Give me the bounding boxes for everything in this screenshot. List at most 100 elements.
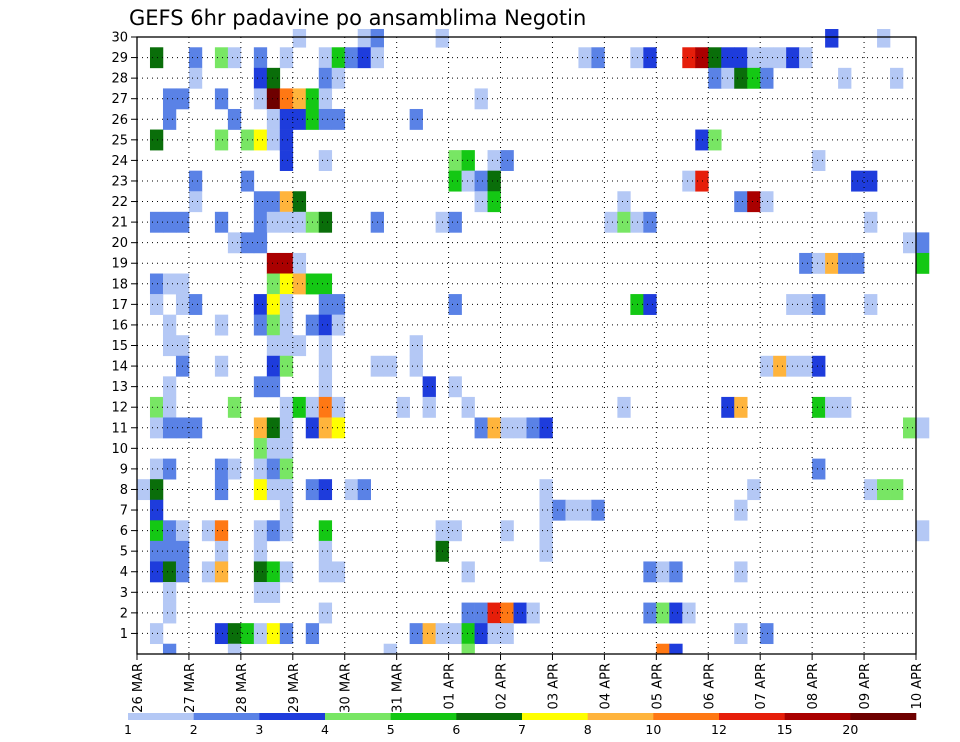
heatmap-cell	[864, 170, 878, 192]
heatmap-cell	[279, 417, 294, 439]
heatmap-cell	[357, 479, 371, 501]
heatmap-cell	[188, 417, 203, 439]
y-tick-label: 12	[111, 401, 128, 416]
heatmap-cell	[825, 29, 839, 48]
heatmap-cell	[643, 561, 657, 583]
heatmap-cell	[734, 561, 748, 583]
heatmap-cell	[448, 211, 462, 233]
heatmap-cell	[799, 294, 813, 315]
heatmap-cell	[279, 150, 294, 171]
heatmap-cell	[266, 108, 281, 130]
heatmap-cell	[448, 150, 462, 171]
heatmap-cell	[318, 540, 333, 562]
heatmap-cell	[760, 355, 774, 377]
heatmap-cell	[864, 294, 878, 315]
heatmap-cell	[331, 294, 346, 315]
heatmap-cell	[266, 458, 281, 480]
heatmap-cell	[578, 499, 592, 521]
y-tick-label: 8	[120, 483, 128, 498]
x-tick-label: 31 MAR	[391, 663, 406, 713]
heatmap-cell	[279, 438, 294, 459]
heatmap-cell	[396, 396, 410, 418]
heatmap-cell	[266, 479, 281, 501]
heatmap-cell	[214, 623, 229, 645]
y-tick-label: 11	[111, 421, 128, 436]
heatmap-cell	[253, 582, 268, 603]
colorbar-label: 10	[645, 722, 661, 737]
heatmap-cell	[214, 47, 229, 69]
heatmap-cell	[760, 623, 774, 645]
heatmap-cell	[253, 520, 268, 542]
heatmap-cell	[864, 211, 878, 233]
heatmap-cell	[318, 294, 333, 315]
y-tick-label: 29	[111, 51, 128, 66]
heatmap-cell	[266, 417, 281, 439]
heatmap-cell	[331, 47, 346, 69]
heatmap-cell	[422, 623, 436, 645]
heatmap-cell	[318, 150, 333, 171]
heatmap-cell	[760, 191, 774, 213]
heatmap-cell	[760, 47, 774, 69]
heatmap-cell	[409, 335, 423, 357]
heatmap-cell	[292, 108, 307, 130]
heatmap-cell	[253, 232, 268, 254]
heatmap-cell	[279, 211, 294, 233]
heatmap-cell	[279, 479, 294, 501]
heatmap-cell	[318, 335, 333, 357]
heatmap-cell	[292, 335, 307, 357]
heatmap-cell	[734, 499, 748, 521]
y-tick-label: 15	[111, 339, 128, 354]
heatmap-cell	[149, 561, 164, 583]
heatmap-cell	[903, 232, 917, 254]
heatmap-cell	[916, 520, 930, 542]
heatmap-cell	[227, 396, 242, 418]
colorbar-swatch	[456, 713, 523, 720]
heatmap-cell	[162, 396, 177, 418]
heatmap-cell	[916, 232, 930, 254]
heatmap-cell	[448, 376, 462, 398]
colorbar-swatch	[587, 713, 654, 720]
heatmap-cell	[877, 479, 891, 501]
heatmap-cell	[448, 520, 462, 542]
colorbar-label: 7	[518, 722, 526, 737]
colorbar-label: 4	[321, 722, 329, 737]
y-tick-label: 9	[120, 462, 128, 477]
heatmap-cell	[318, 108, 333, 130]
heatmap-cell	[318, 88, 333, 110]
heatmap-cell	[331, 561, 346, 583]
heatmap-cell	[682, 170, 696, 192]
heatmap-cell	[162, 458, 177, 480]
colorbar-label: 6	[452, 722, 460, 737]
heatmap-cell	[279, 314, 294, 336]
heatmap-cell	[253, 417, 268, 439]
heatmap-cell	[253, 540, 268, 562]
heatmap-cell	[812, 458, 826, 480]
heatmap-cell	[162, 335, 177, 357]
heatmap-cell	[253, 479, 268, 501]
heatmap-cell	[331, 108, 346, 130]
y-tick-label: 22	[111, 195, 128, 210]
y-tick-label: 26	[111, 113, 128, 128]
heatmap-cell	[162, 376, 177, 398]
heatmap-cell	[279, 191, 294, 213]
y-tick-label: 2	[120, 606, 128, 621]
colorbar-label: 20	[842, 722, 858, 737]
heatmap-cell	[149, 47, 164, 69]
heatmap-cell	[669, 643, 683, 655]
colorbar-swatch	[259, 713, 326, 720]
heatmap-cell	[266, 582, 281, 603]
heatmap-cell	[734, 396, 748, 418]
heatmap-cell	[591, 499, 605, 521]
heatmap-cell	[279, 273, 294, 295]
heatmap-cell	[266, 561, 281, 583]
heatmap-cell	[266, 67, 281, 89]
colorbar-swatch	[784, 713, 851, 720]
heatmap-cell	[422, 396, 436, 418]
heatmap-cell	[812, 294, 826, 315]
heatmap-cell	[318, 561, 333, 583]
colorbar-swatch	[850, 713, 917, 720]
heatmap-cell	[708, 67, 722, 89]
heatmap-cell	[318, 520, 333, 542]
heatmap-cell	[890, 67, 904, 89]
heatmap-cell	[578, 47, 592, 69]
